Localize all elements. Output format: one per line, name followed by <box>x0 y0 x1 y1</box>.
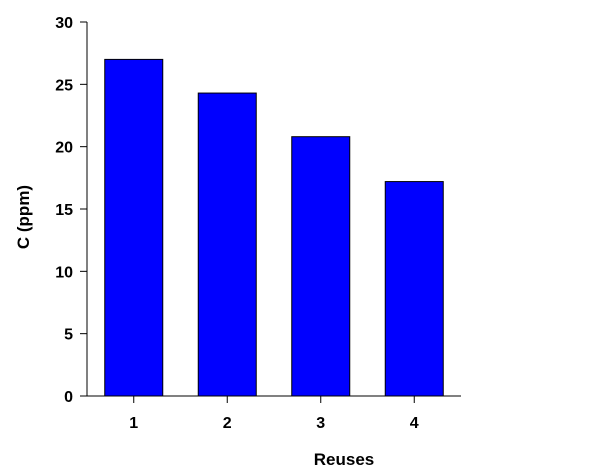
x-tick-label: 1 <box>129 415 138 432</box>
bar-1 <box>104 58 164 397</box>
y-tick-label: 5 <box>64 327 73 344</box>
y-axis: 0 5 10 15 20 25 30 <box>55 15 88 406</box>
x-axis-title: Reuses <box>314 450 374 469</box>
x-axis: 1 2 3 4 <box>87 395 461 432</box>
bar-3 <box>291 136 351 397</box>
bar-4 <box>384 181 444 397</box>
y-tick-label: 10 <box>55 264 73 281</box>
x-tick-label: 4 <box>410 415 419 432</box>
y-tick-label: 25 <box>55 77 73 94</box>
y-tick-label: 0 <box>64 389 73 406</box>
bars-group <box>104 58 444 397</box>
y-axis-title: C (ppm) <box>14 185 33 249</box>
x-tick-label: 2 <box>223 415 232 432</box>
y-tick-label: 30 <box>55 15 73 32</box>
x-tick-label: 3 <box>316 415 325 432</box>
bar-2 <box>197 92 257 397</box>
y-tick-label: 20 <box>55 140 73 157</box>
y-tick-label: 15 <box>55 202 73 219</box>
